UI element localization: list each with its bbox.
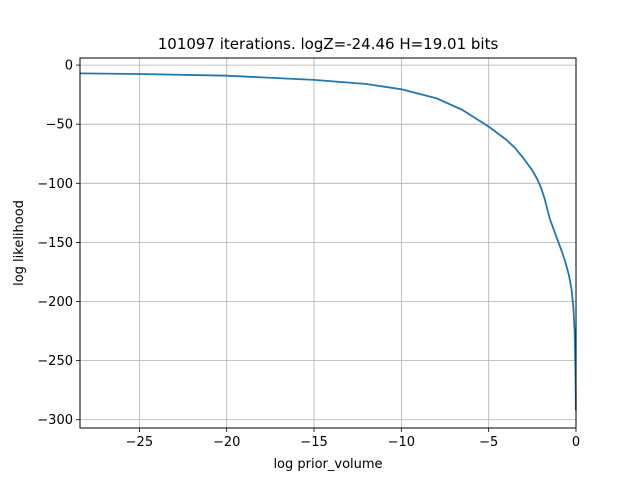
y-tick-label: −250 [37,354,73,369]
x-tick-label: −10 [388,435,415,450]
x-tick-label: −25 [126,435,153,450]
y-tick-label: 0 [65,59,73,74]
y-axis-label: log likelihood [12,200,27,286]
x-tick-label: −5 [479,435,498,450]
x-axis-label: log prior_volume [273,457,382,472]
series-layer [79,72,577,411]
y-tick-label: −200 [37,295,73,310]
series-line [79,72,577,411]
x-axis-ticks: −25 −20 −15 −10 −5 0 [126,428,580,450]
y-tick-label: −100 [37,177,73,192]
chart-title: 101097 iterations. logZ=-24.46 H=19.01 b… [158,35,499,53]
x-tick-label: −15 [300,435,327,450]
plot-frame [79,57,577,429]
x-tick-label: −20 [213,435,240,450]
y-axis-ticks: 0 −50 −100 −150 −200 −250 −300 [37,59,80,428]
x-tick-label: 0 [572,435,580,450]
y-tick-label: −300 [37,413,73,428]
grid [80,58,577,428]
y-tick-label: −50 [46,118,73,133]
y-tick-label: −150 [37,236,73,251]
